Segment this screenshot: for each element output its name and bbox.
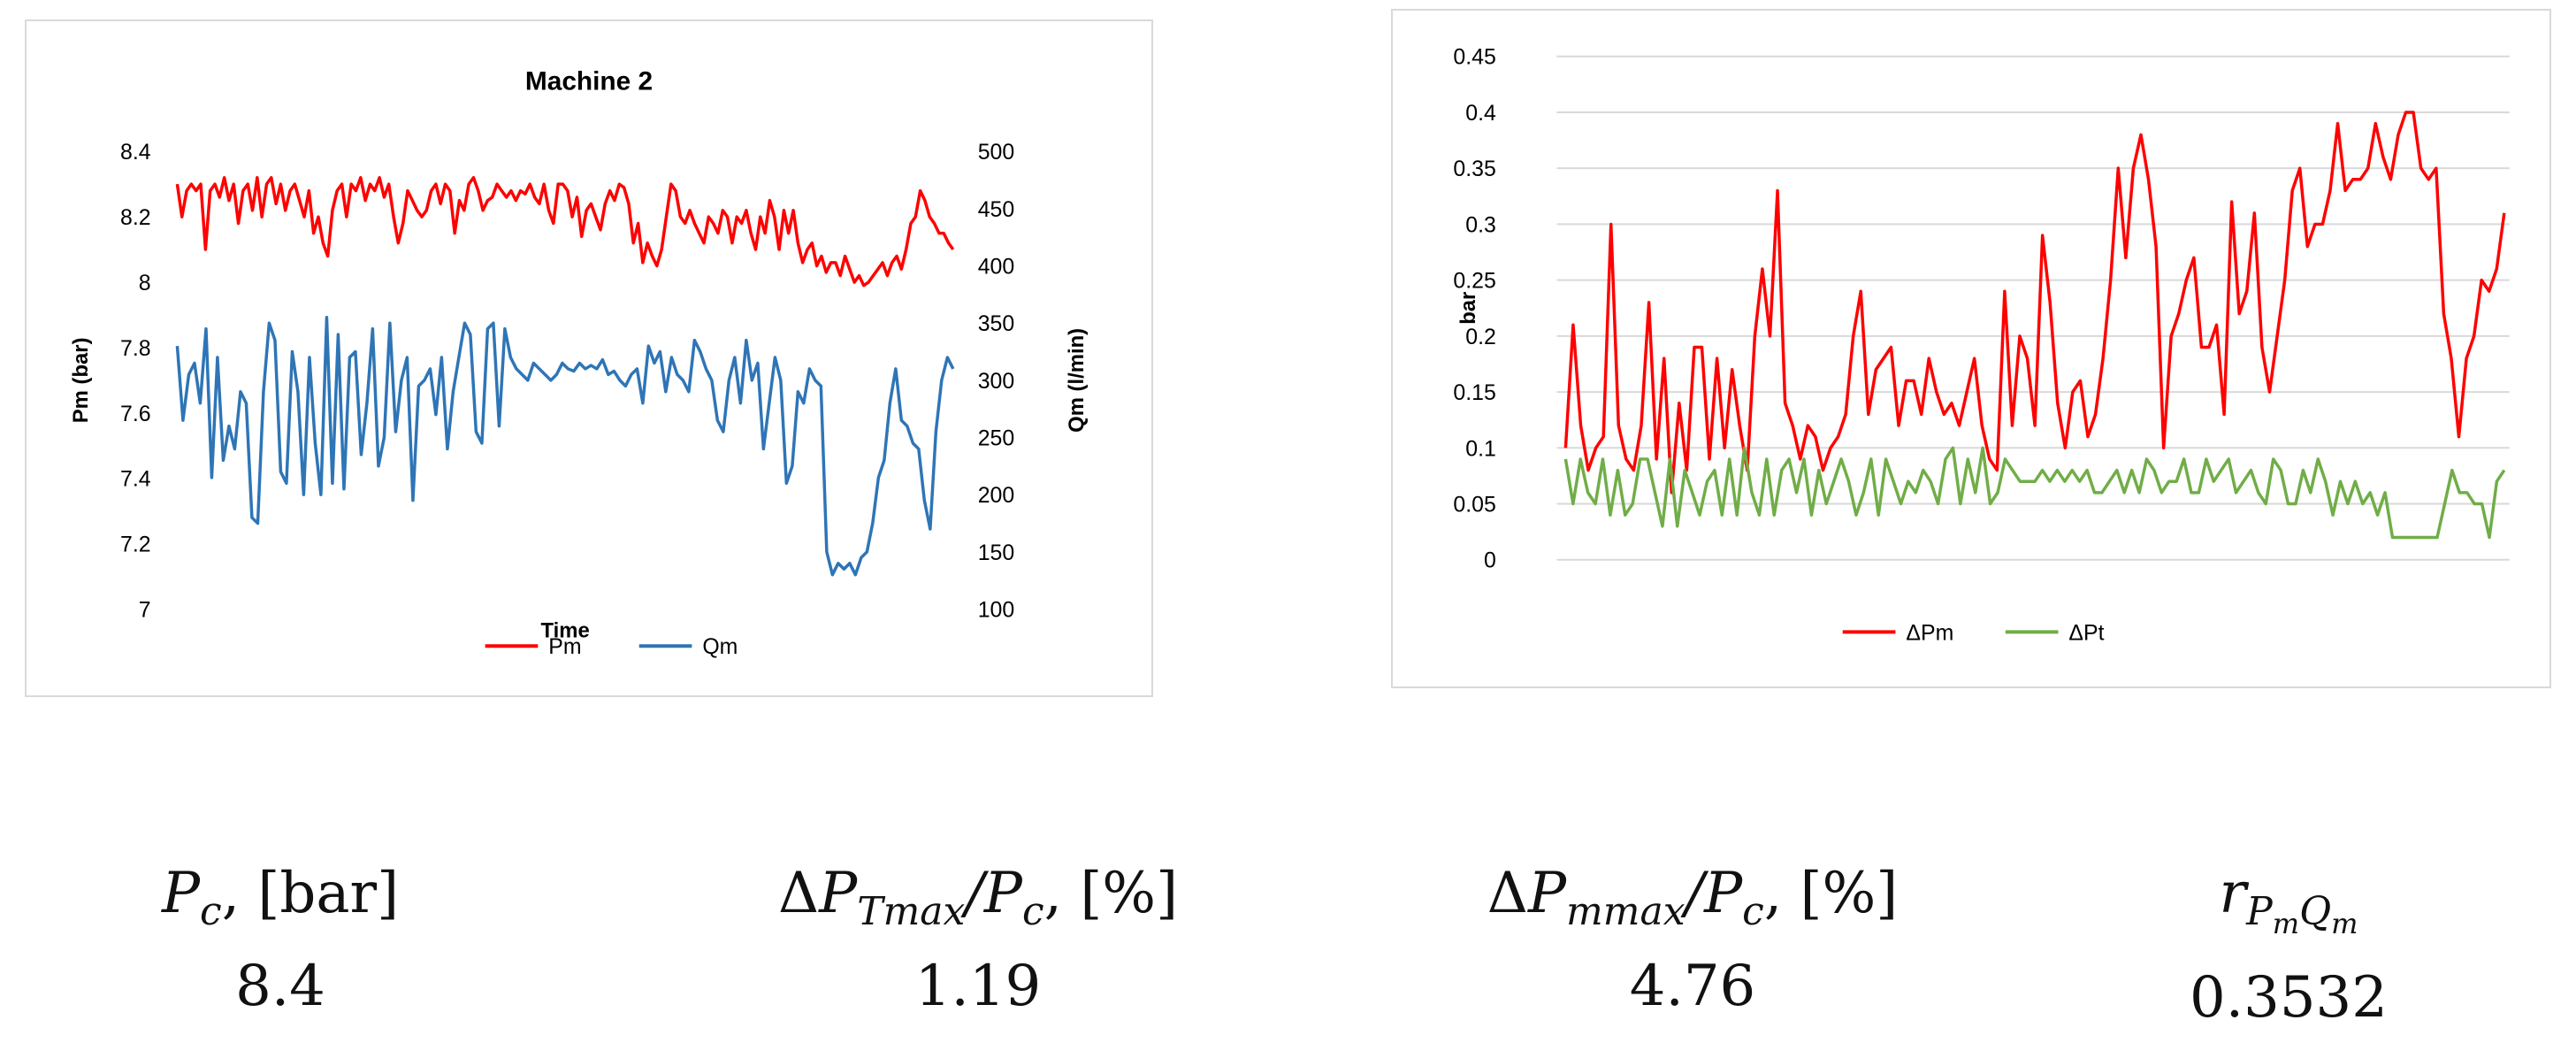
y2-tick-label: 450 (978, 197, 1014, 222)
y2-tick-label: 300 (978, 369, 1014, 394)
y-tick-label: 7.6 (120, 402, 151, 426)
y2-tick-label: 250 (978, 426, 1014, 450)
machine2-chart-panel: Machine 2 7 7.2 7.4 7.6 7.8 8 8.2 8.4 100 150 200 25… (25, 19, 1153, 697)
y-tick-label: 0 (1484, 548, 1496, 573)
x-axis-label: Time (541, 618, 590, 642)
delta-pressure-chart: 0 0.05 0.1 0.15 0.2 0.25 0.3 0.35 0.4 0.45 bar ΔPm Δ… (1453, 45, 2510, 645)
y2-tick-label: 500 (978, 140, 1014, 165)
metric-pc-label: Pc, [bar] (161, 861, 400, 934)
y2-axis-label: Qm (l/min) (1065, 328, 1089, 433)
metric-dpt-max: ΔPTmax/Pc, [%] 1.19 (704, 856, 1252, 1024)
y-tick-label: 7.8 (120, 336, 151, 361)
y2-tick-label: 350 (978, 311, 1014, 336)
metric-correlation: rPmQm 0.3532 (2014, 856, 2563, 1035)
y-tick-label: 8.2 (120, 205, 151, 230)
y-tick-label: 7 (139, 597, 151, 622)
legend-label-dpm: ΔPm (1906, 620, 1953, 645)
y-axis-label: Pm (bar) (69, 337, 93, 423)
y2-tick-label: 200 (978, 483, 1014, 508)
y-tick-label: 8 (139, 271, 151, 295)
series-line-dpt (1563, 446, 2506, 540)
y-tick-label: 7.4 (120, 467, 151, 492)
series-line-qm (175, 316, 955, 577)
chart-title: Machine 2 (525, 67, 653, 96)
legend-label-dpt: ΔPt (2068, 620, 2104, 645)
machine2-chart: Machine 2 7 7.2 7.4 7.6 7.8 8 8.2 8.4 100 150 200 25… (69, 67, 1089, 660)
y-tick-label: 7.2 (120, 533, 151, 557)
y-tick-label: 0.05 (1453, 492, 1495, 517)
metric-dpt-max-label: ΔPTmax/Pc, [%] (777, 861, 1179, 934)
y-tick-label: 8.4 (120, 140, 151, 165)
y-tick-label: 0.3 (1465, 212, 1496, 237)
legend-label-qm: Qm (702, 634, 738, 659)
metric-pc-value: 8.4 (235, 953, 325, 1019)
series-line-dpm (1563, 111, 2506, 495)
metric-dpt-max-value: 1.19 (914, 953, 1042, 1019)
metric-correlation-value: 0.3532 (2190, 964, 2388, 1031)
y-tick-label: 0.4 (1465, 101, 1496, 126)
metric-correlation-label: rPmQm (2219, 861, 2358, 940)
series-line-pm (175, 176, 955, 288)
y-tick-label: 0.25 (1453, 269, 1495, 294)
y-tick-label: 0.45 (1453, 45, 1495, 70)
y2-tick-label: 400 (978, 255, 1014, 280)
y-tick-label: 0.2 (1465, 325, 1496, 349)
y2-tick-label: 150 (978, 541, 1014, 565)
y-tick-label: 0.35 (1453, 157, 1495, 181)
metric-dpm-max: ΔPmmax/Pc, [%] 4.76 (1418, 856, 1967, 1024)
y-tick-label: 0.15 (1453, 380, 1495, 405)
legend-label-pm: Pm (548, 634, 581, 659)
delta-pressure-chart-panel: 0 0.05 0.1 0.15 0.2 0.25 0.3 0.35 0.4 0.45 bar ΔPm Δ… (1391, 9, 2551, 688)
metric-pc: Pc, [bar] 8.4 (6, 856, 554, 1024)
metric-dpm-max-label: ΔPmmax/Pc, [%] (1487, 861, 1899, 934)
y-tick-label: 0.1 (1465, 436, 1496, 461)
metric-dpm-max-value: 4.76 (1629, 953, 1756, 1019)
y2-tick-label: 100 (978, 597, 1014, 622)
y-axis-label: bar (1456, 292, 1480, 325)
